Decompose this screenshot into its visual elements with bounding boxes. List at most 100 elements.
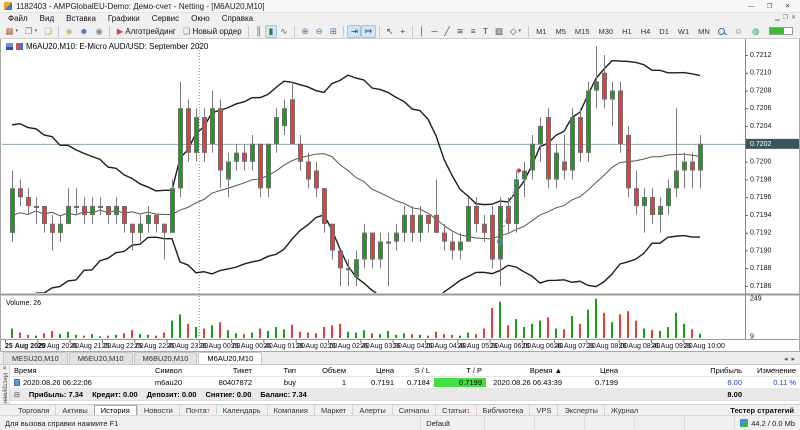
toolbox-tab[interactable]: Активы <box>55 405 93 415</box>
toolbox-tab[interactable]: Маркет <box>313 405 352 415</box>
timeframe-button[interactable]: M30 <box>598 26 614 36</box>
bars-chart-button[interactable]: ║ <box>252 25 265 38</box>
timeframe-button[interactable]: M1 <box>536 26 547 36</box>
zoom-out-button[interactable]: ⊖ <box>312 25 326 38</box>
chart-tab[interactable]: MESU20,M10 <box>3 352 68 364</box>
history-column-header[interactable]: Изменение <box>757 366 796 375</box>
history-column-header[interactable]: Цена <box>599 366 618 375</box>
menu-item[interactable]: Вид <box>39 14 55 23</box>
toolbox-tab[interactable]: VPS <box>529 405 557 415</box>
minimize-button[interactable]: — <box>748 2 755 10</box>
history-column-header[interactable]: Прибыль <box>710 366 742 375</box>
summary-item: Баланс: 7.34 <box>260 390 307 399</box>
menu-item[interactable]: Графики <box>107 14 140 23</box>
profiles-button[interactable]: ❐ ▾ <box>22 25 41 38</box>
close-button[interactable]: ✕ <box>784 2 791 10</box>
menu-item[interactable]: Сервис <box>151 14 180 23</box>
toolbar-separator <box>109 25 111 37</box>
child-restore-button[interactable]: ❐ <box>782 15 788 21</box>
toolbox-tab[interactable]: Алерты <box>352 405 391 415</box>
close-toolbox-icon[interactable]: ✕ <box>2 366 7 372</box>
toolbox-tab[interactable]: Новости <box>136 405 179 415</box>
timeframe-button[interactable]: M5 <box>555 26 566 36</box>
menu-item[interactable]: Файл <box>8 14 28 23</box>
title-bar[interactable]: 1182403 - AMPGlobalEU-Demo: Демо-счет - … <box>0 0 800 13</box>
horizontal-line-button[interactable]: ─ <box>428 25 441 38</box>
history-column-header[interactable]: Объем <box>322 366 346 375</box>
menu-item[interactable]: Окно <box>191 14 210 23</box>
toolbox-tab[interactable]: Календарь <box>215 405 267 415</box>
chart-tab[interactable]: M6EU20,M10 <box>68 352 133 364</box>
history-column-header[interactable]: Время ▲ <box>529 366 562 375</box>
toolbox-tab[interactable]: Почта 7 <box>178 405 216 415</box>
toolbox-tab[interactable]: Компания <box>266 405 314 415</box>
summary-item: Снятие: 0.00 <box>205 390 252 399</box>
timeframe-button[interactable]: M15 <box>574 26 590 36</box>
cursor-button[interactable]: ↖ <box>383 25 397 38</box>
signal-meter[interactable] <box>765 25 796 38</box>
history-column-header[interactable]: Время <box>14 366 37 375</box>
status-segments: Для вызова справки нажмите F1 Default <box>0 416 736 430</box>
fibonacci-button[interactable]: ≋ <box>453 25 467 38</box>
timeframe-button[interactable]: H1 <box>622 26 632 36</box>
tile-windows-button[interactable]: ⊞ <box>326 25 340 38</box>
broadcast-button[interactable]: ◉ <box>92 25 106 38</box>
maximize-button[interactable]: ❐ <box>766 2 773 10</box>
connection-button[interactable]: ◍ <box>749 25 763 38</box>
search-button[interactable] <box>715 25 729 38</box>
crosshair-button[interactable]: + <box>397 25 409 38</box>
strategy-tester-label[interactable]: Тестер стратегий <box>730 405 794 415</box>
candles-chart-button[interactable]: ▮ <box>265 24 277 38</box>
timeframe-button[interactable]: MN <box>698 26 710 36</box>
toolbox-tab[interactable]: Журнал <box>603 405 644 415</box>
deposit-button[interactable]: ◈ <box>62 25 76 38</box>
chart-tab[interactable]: M6AU20,M10 <box>198 352 263 364</box>
timeframe-button[interactable]: D1 <box>659 26 669 36</box>
child-minimize-button[interactable]: ▁ <box>774 15 780 21</box>
history-column-header[interactable]: T / P <box>466 366 482 375</box>
tab-scroll-right-icon[interactable]: ▸ <box>791 356 795 363</box>
channels-button[interactable]: ≡ <box>467 25 479 38</box>
timeframe-button[interactable]: H4 <box>640 26 651 36</box>
child-close-button[interactable]: ✕ <box>790 15 796 21</box>
auto-scroll-button[interactable]: ⇥ <box>347 24 362 38</box>
toolbox-tab[interactable]: Библиотека <box>475 405 530 415</box>
chart-shift-button[interactable]: ↦ <box>361 24 376 38</box>
history-column-header[interactable]: Тип <box>283 366 296 375</box>
toolbox-tab[interactable]: Эксперты <box>557 405 604 415</box>
zoom-in-button[interactable]: ⊕ <box>298 25 312 38</box>
chart-canvas[interactable] <box>1 39 799 350</box>
vertical-line-button[interactable]: │ <box>416 25 428 38</box>
chart-tab[interactable]: M6BU20,M10 <box>133 352 198 364</box>
shapes-button[interactable]: ◇ ▾ <box>507 25 525 38</box>
community-button[interactable]: ☻ <box>76 25 92 38</box>
menu-item[interactable]: Вставка <box>66 14 96 23</box>
history-column-header[interactable]: Символ <box>154 366 182 375</box>
timeframe-button[interactable]: W1 <box>677 26 690 36</box>
windows-cascade-button[interactable]: ❏ <box>41 25 56 38</box>
line-chart-button[interactable]: ∿ <box>277 25 291 38</box>
history-column-header[interactable]: S / L <box>414 366 430 375</box>
channels-icon: ≡ <box>470 25 476 36</box>
bars-chart-icon: ║ <box>255 25 262 36</box>
history-table: Время Символ Тикет Тип Объем Цена S / L T / P Вр… <box>10 365 800 404</box>
trendline-button[interactable]: ╱ <box>441 25 453 38</box>
toolbox-tab[interactable]: Сигналы <box>391 405 435 415</box>
algo-trading-button[interactable]: ▶ Алготрейдинг <box>116 25 176 36</box>
support-button[interactable]: ☺ <box>731 25 747 38</box>
toolbox-tab[interactable]: Статьи 1 <box>435 405 475 415</box>
child-window-controls: ▁ ❐ ✕ <box>775 14 800 23</box>
history-data-row[interactable]: 2020.08.26 06:22:06 m6au20 80407872 buy 1 0.7… <box>10 377 800 389</box>
menu-item[interactable]: Справка <box>221 14 254 23</box>
collapse-icon[interactable]: ⊟ <box>14 391 20 399</box>
toolbox-tab[interactable]: История <box>93 405 137 415</box>
history-column-header[interactable]: Цена <box>375 366 394 375</box>
tab-scroll-left-icon[interactable]: ◂ <box>783 356 788 363</box>
toolbox-tab[interactable]: Торговля <box>18 405 50 415</box>
objects-button[interactable]: ▧ <box>491 25 506 38</box>
history-column-header[interactable]: Тикет <box>232 366 252 375</box>
new-chart-button[interactable]: ▦ ▾ <box>2 25 22 38</box>
toolbox-side-label: Инструменты <box>1 373 8 411</box>
new-order-button[interactable]: ❏ Новый ордер <box>182 25 242 36</box>
text-button[interactable]: T <box>479 25 491 38</box>
